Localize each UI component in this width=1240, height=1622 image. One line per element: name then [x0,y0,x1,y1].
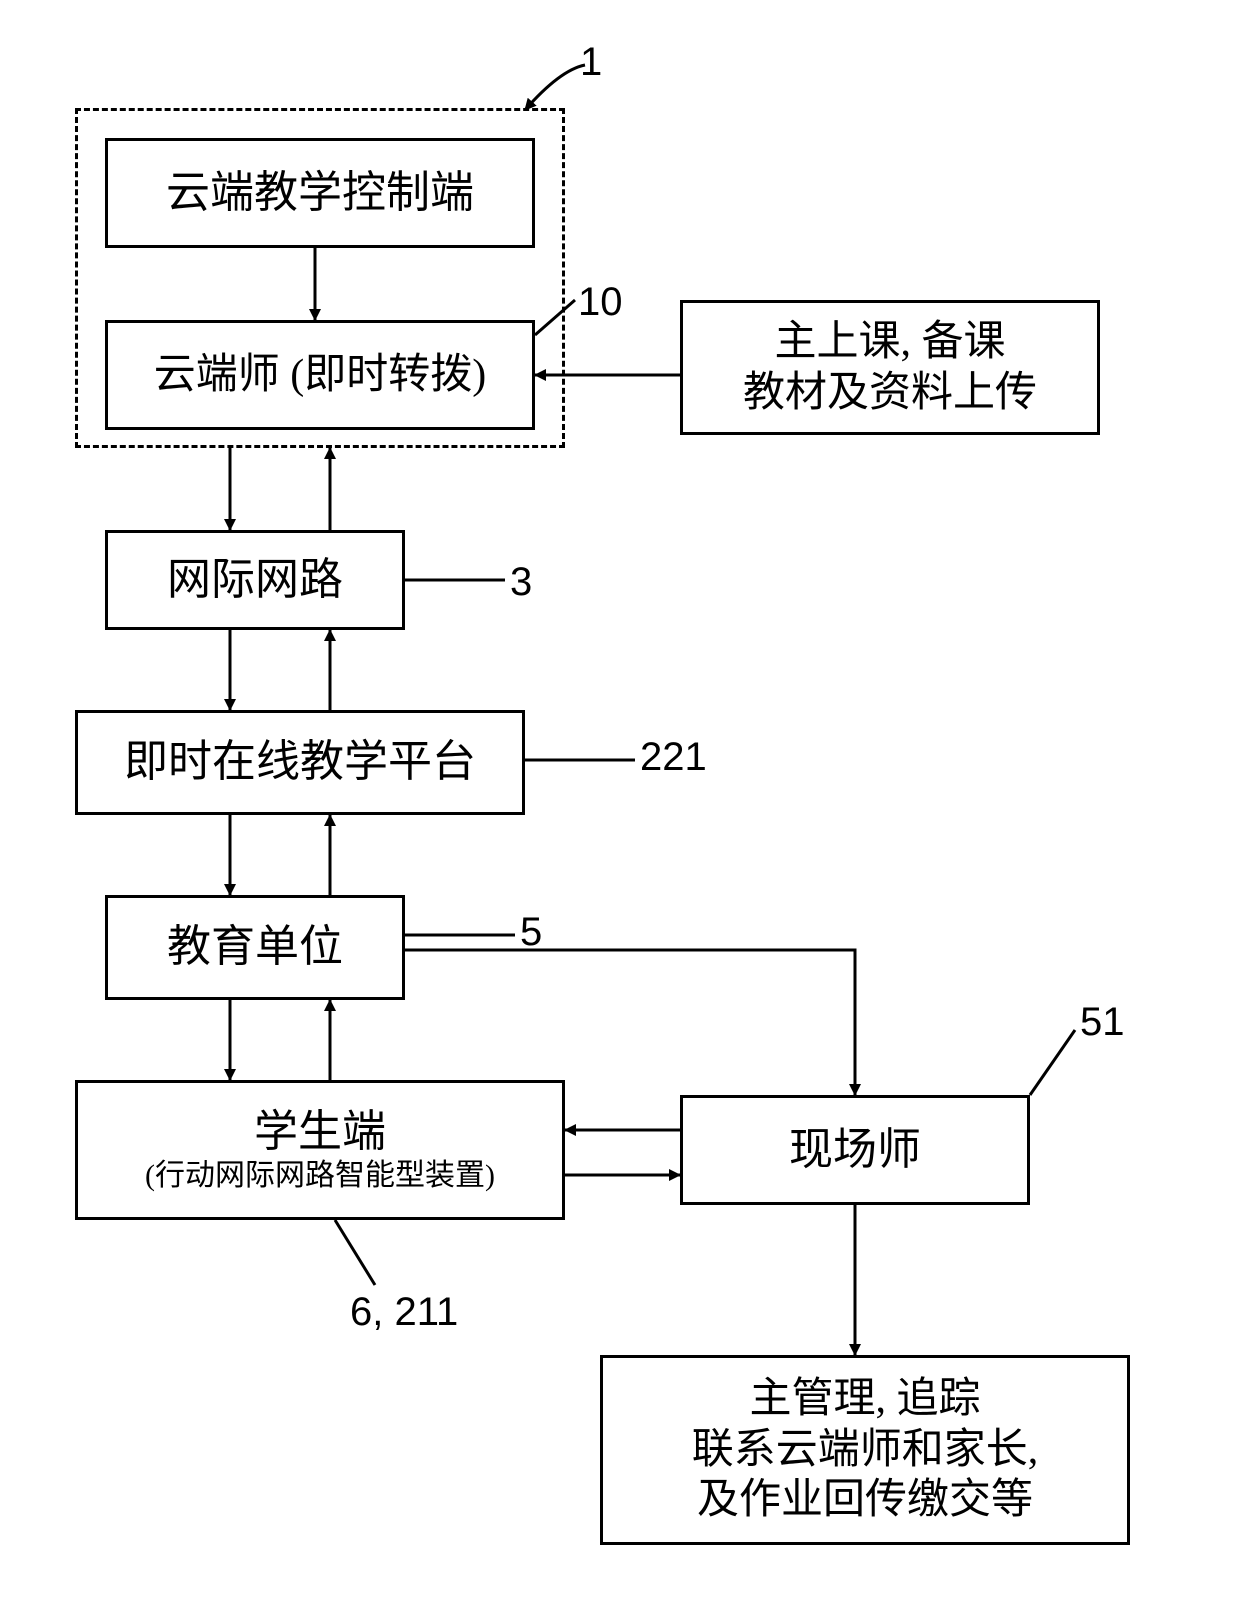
a-label-1 [525,65,585,110]
node-cloud-control-text: 云端教学控制端 [166,167,474,220]
a-edu-to-onsite [405,950,855,1095]
node-onsite-teacher: 现场师 [680,1095,1030,1205]
label-6-211: 6, 211 [350,1290,458,1335]
node-internet-text: 网际网路 [167,554,343,607]
node-edu-unit-text: 教育单位 [167,921,343,974]
label-10: 10 [578,280,623,325]
node-platform-text: 即时在线教学平台 [124,736,476,789]
flowchart-canvas: 云端教学控制端 云端师 (即时转拨) 主上课, 备课 教材及资料上传 网际网路 … [0,0,1240,1622]
node-student-line2: (行动网际网路智能型装置) [145,1158,495,1194]
ld-6 [335,1220,375,1285]
node-cloud-control: 云端教学控制端 [105,138,535,248]
label-1: 1 [580,40,602,85]
node-manage-line1: 主管理, 追踪 [749,1374,980,1424]
node-internet: 网际网路 [105,530,405,630]
node-student-line1: 学生端 [254,1106,386,1159]
label-221: 221 [640,735,707,780]
node-manage-line2: 联系云端师和家长, [692,1425,1039,1475]
node-upload: 主上课, 备课 教材及资料上传 [680,300,1100,435]
label-3: 3 [510,560,532,605]
node-onsite-teacher-text: 现场师 [789,1124,921,1177]
a-label-51 [1030,1030,1075,1095]
label-5: 5 [520,910,542,955]
label-51: 51 [1080,1000,1125,1045]
node-upload-line1: 主上课, 备课 [774,317,1005,367]
node-student: 学生端 (行动网际网路智能型装置) [75,1080,565,1220]
node-cloud-teacher: 云端师 (即时转拨) [105,320,535,430]
node-upload-line2: 教材及资料上传 [743,368,1037,418]
node-cloud-teacher-text: 云端师 (即时转拨) [154,350,486,400]
node-edu-unit: 教育单位 [105,895,405,1000]
node-manage-line3: 及作业回传缴交等 [697,1475,1033,1525]
node-platform: 即时在线教学平台 [75,710,525,815]
node-manage: 主管理, 追踪 联系云端师和家长, 及作业回传缴交等 [600,1355,1130,1545]
